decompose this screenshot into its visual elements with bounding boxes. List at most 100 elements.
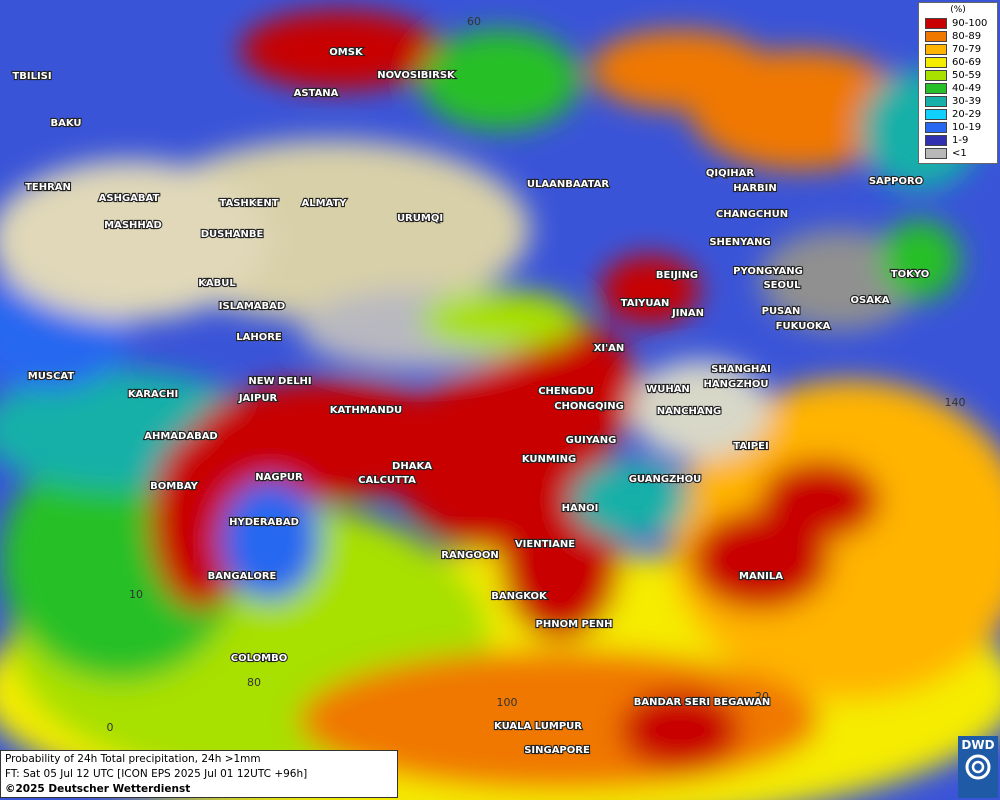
grid-label: 0 bbox=[107, 721, 114, 734]
city-label: BEIJING bbox=[656, 270, 698, 281]
legend-entry: 90-100 bbox=[925, 17, 997, 30]
city-label: SHENYANG bbox=[709, 237, 770, 248]
city-label: XI'AN bbox=[594, 343, 625, 354]
legend-label: 1-9 bbox=[952, 135, 969, 146]
grid-label: 100 bbox=[497, 696, 518, 709]
legend-swatch bbox=[925, 70, 947, 81]
city-label: DUSHANBE bbox=[201, 229, 264, 240]
city-label: OSAKA bbox=[851, 295, 890, 306]
city-label: SINGAPORE bbox=[524, 745, 590, 756]
city-label: SHANGHAI bbox=[711, 364, 771, 375]
legend-entry: 40-49 bbox=[925, 82, 997, 95]
city-label: BANGALORE bbox=[208, 571, 277, 582]
city-label: KUALA LUMPUR bbox=[494, 721, 582, 732]
city-label: JINAN bbox=[671, 308, 704, 319]
city-label: MASHHAD bbox=[104, 220, 162, 231]
footer-line: ©2025 Deutscher Wetterdienst bbox=[5, 783, 191, 795]
city-label: CHENGDU bbox=[538, 386, 594, 397]
city-label: HARBIN bbox=[733, 183, 777, 194]
city-label: NEW DELHI bbox=[248, 376, 311, 387]
city-label: HYDERABAD bbox=[229, 517, 299, 528]
legend-label: 40-49 bbox=[952, 83, 982, 94]
city-label: URUMQI bbox=[397, 213, 443, 224]
city-label: KUNMING bbox=[522, 454, 576, 465]
legend-label: 20-29 bbox=[952, 109, 982, 120]
city-label: WUHAN bbox=[646, 384, 690, 395]
city-label: FUKUOKA bbox=[776, 321, 831, 332]
city-label: KATHMANDU bbox=[330, 405, 402, 416]
grid-label: 20 bbox=[755, 690, 769, 703]
city-label: BAKU bbox=[50, 118, 81, 129]
legend: (%) 90-100 80-89 70-79 60-69 50-59 40-49 30-39… bbox=[918, 2, 998, 164]
city-label: AHMADABAD bbox=[144, 431, 218, 442]
city-label: PUSAN bbox=[762, 306, 801, 317]
legend-label: 90-100 bbox=[952, 18, 988, 29]
legend-title: (%) bbox=[950, 5, 966, 15]
city-label: HANGZHOU bbox=[704, 379, 769, 390]
grid-label: 80 bbox=[247, 676, 261, 689]
city-label: TOKYO bbox=[891, 269, 929, 280]
city-label: KABUL bbox=[198, 278, 236, 289]
city-label: JAIPUR bbox=[238, 393, 278, 404]
legend-swatch bbox=[925, 31, 947, 42]
grid-label: 10 bbox=[129, 588, 143, 601]
legend-label: 30-39 bbox=[952, 96, 982, 107]
legend-label: 50-59 bbox=[952, 70, 982, 81]
city-label: BANDAR SERI BEGAWAN bbox=[634, 697, 771, 708]
city-label: ULAANBAATAR bbox=[527, 179, 609, 190]
city-label: PHNOM PENH bbox=[536, 619, 613, 630]
city-label: KARACHI bbox=[128, 389, 178, 400]
city-label: LAHORE bbox=[236, 332, 282, 343]
city-label: NANCHANG bbox=[657, 406, 722, 417]
legend-label: 70-79 bbox=[952, 44, 982, 55]
legend-swatch bbox=[925, 122, 947, 133]
city-label: CHONGQING bbox=[554, 401, 624, 412]
legend-label: <1 bbox=[952, 148, 967, 159]
dwd-logo: DWD bbox=[958, 736, 998, 798]
city-label: CHANGCHUN bbox=[716, 209, 788, 220]
grid-label: 60 bbox=[467, 15, 481, 28]
legend-entry: 10-19 bbox=[925, 121, 997, 134]
city-label: MUSCAT bbox=[28, 371, 75, 382]
city-label: QIQIHAR bbox=[706, 168, 755, 179]
legend-swatch bbox=[925, 44, 947, 55]
logo-text: DWD bbox=[961, 738, 995, 752]
precip-field bbox=[0, 10, 1000, 800]
city-label: MANILA bbox=[739, 571, 783, 582]
city-label: BANGKOK bbox=[491, 591, 548, 602]
city-label: VIENTIANE bbox=[515, 539, 575, 550]
footer: Probability of 24h Total precipitation, … bbox=[0, 750, 398, 798]
city-label: RANGOON bbox=[441, 550, 498, 561]
legend-entry: 30-39 bbox=[925, 95, 997, 108]
legend-entry: <1 bbox=[925, 147, 997, 160]
legend-label: 10-19 bbox=[952, 122, 982, 133]
legend-swatch bbox=[925, 148, 947, 159]
city-label: COLOMBO bbox=[231, 653, 287, 664]
city-label: NOVOSIBIRSK bbox=[377, 70, 456, 81]
city-label: SEOUL bbox=[763, 280, 801, 291]
footer-line: FT: Sat 05 Jul 12 UTC [ICON EPS 2025 Jul… bbox=[5, 768, 308, 780]
grid-label: 140 bbox=[945, 396, 966, 409]
city-label: ALMATY bbox=[301, 198, 347, 209]
city-label: PYONGYANG bbox=[733, 266, 803, 277]
city-label: DHAKA bbox=[392, 461, 432, 472]
city-label: OMSK bbox=[329, 47, 364, 58]
legend-swatch bbox=[925, 83, 947, 94]
city-label: TAIYUAN bbox=[621, 298, 670, 309]
legend-entry: 60-69 bbox=[925, 56, 997, 69]
legend-swatch bbox=[925, 135, 947, 146]
legend-swatch bbox=[925, 57, 947, 68]
legend-swatch bbox=[925, 109, 947, 120]
legend-entry: 20-29 bbox=[925, 108, 997, 121]
footer-line: Probability of 24h Total precipitation, … bbox=[5, 753, 261, 765]
legend-label: 80-89 bbox=[952, 31, 982, 42]
logo-icon bbox=[965, 754, 991, 780]
city-label: GUIYANG bbox=[566, 435, 617, 446]
city-label: BOMBAY bbox=[150, 481, 198, 492]
legend-label: 60-69 bbox=[952, 57, 982, 68]
city-label: ASHGABAT bbox=[99, 193, 160, 204]
legend-swatch bbox=[925, 18, 947, 29]
city-label: CALCUTTA bbox=[358, 475, 416, 486]
